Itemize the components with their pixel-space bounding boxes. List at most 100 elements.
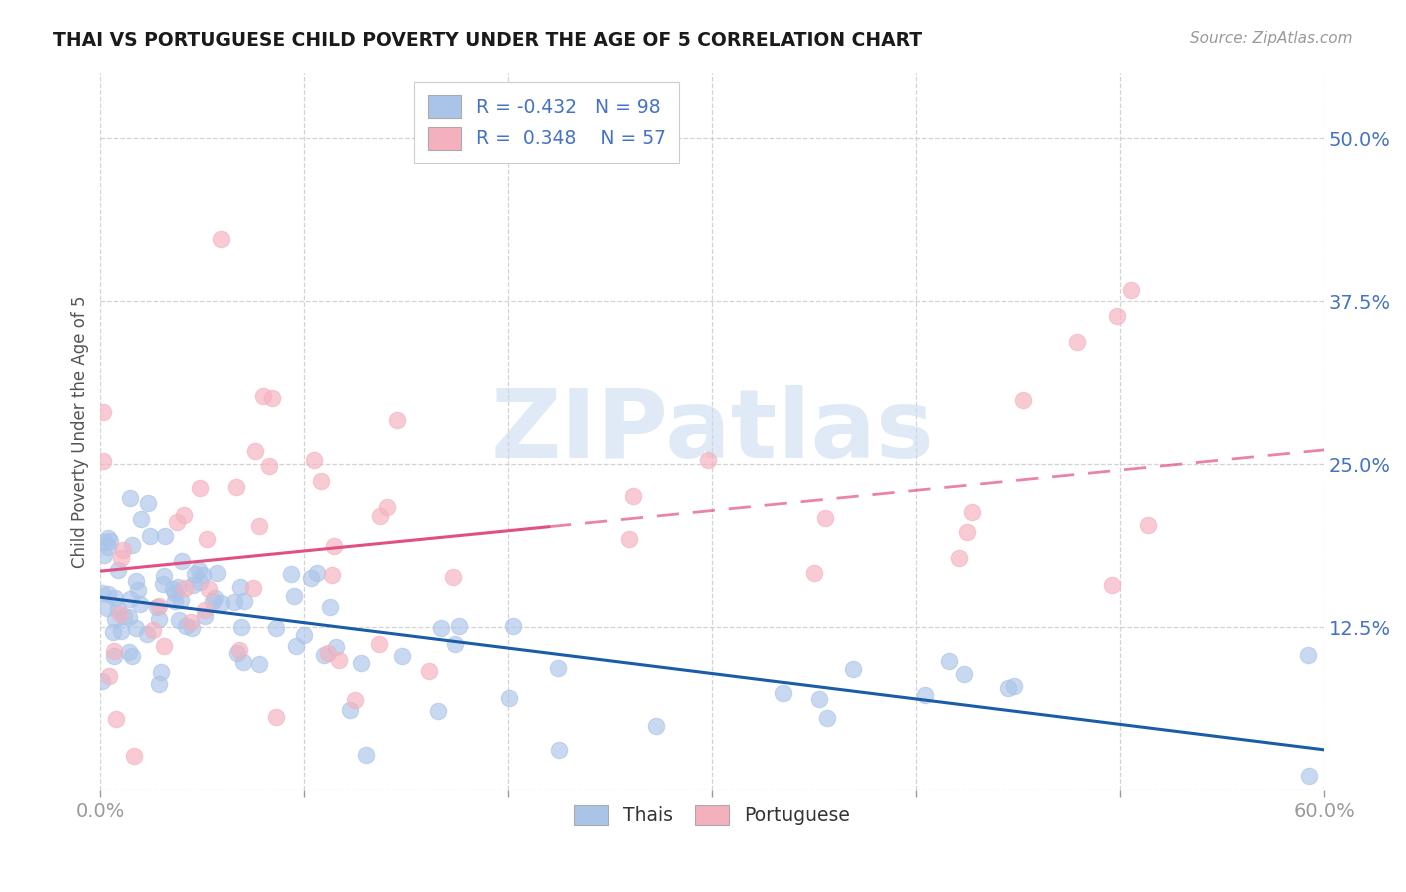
Point bbox=[418, 665, 440, 679]
Point bbox=[430, 621, 453, 635]
Point bbox=[136, 496, 159, 510]
Point bbox=[125, 574, 148, 589]
Point bbox=[202, 594, 225, 608]
Point bbox=[226, 646, 249, 660]
Point bbox=[1298, 769, 1320, 783]
Point bbox=[104, 612, 127, 626]
Point bbox=[121, 649, 143, 664]
Point bbox=[112, 609, 135, 624]
Point bbox=[124, 748, 146, 763]
Point bbox=[247, 518, 270, 533]
Point bbox=[166, 580, 188, 594]
Point bbox=[107, 563, 129, 577]
Point bbox=[117, 610, 139, 624]
Point bbox=[108, 607, 131, 621]
Point bbox=[222, 595, 245, 609]
Point bbox=[93, 534, 115, 549]
Text: ZIPatlas: ZIPatlas bbox=[491, 385, 934, 478]
Point bbox=[209, 232, 232, 246]
Point bbox=[997, 681, 1019, 695]
Point bbox=[190, 575, 212, 590]
Point bbox=[1066, 334, 1088, 349]
Point bbox=[172, 554, 194, 568]
Point bbox=[252, 388, 274, 402]
Point bbox=[153, 568, 176, 582]
Point bbox=[299, 571, 322, 585]
Point bbox=[191, 567, 214, 582]
Point bbox=[808, 692, 831, 706]
Point bbox=[354, 747, 377, 762]
Point bbox=[697, 452, 720, 467]
Point bbox=[194, 603, 217, 617]
Point bbox=[1012, 392, 1035, 407]
Point bbox=[447, 619, 470, 633]
Point bbox=[1107, 310, 1129, 324]
Point bbox=[96, 601, 118, 615]
Point bbox=[195, 533, 218, 547]
Legend: Thais, Portuguese: Thais, Portuguese bbox=[565, 796, 859, 835]
Point bbox=[325, 640, 347, 654]
Point bbox=[292, 628, 315, 642]
Point bbox=[129, 512, 152, 526]
Point bbox=[914, 688, 936, 702]
Point bbox=[121, 538, 143, 552]
Point bbox=[284, 639, 307, 653]
Point bbox=[118, 491, 141, 505]
Point bbox=[319, 599, 342, 614]
Point bbox=[128, 597, 150, 611]
Point bbox=[228, 642, 250, 657]
Point bbox=[204, 591, 226, 606]
Point bbox=[427, 704, 450, 718]
Point bbox=[148, 599, 170, 614]
Point bbox=[127, 582, 149, 597]
Point bbox=[112, 543, 135, 558]
Point bbox=[167, 613, 190, 627]
Point bbox=[229, 620, 252, 634]
Point bbox=[502, 619, 524, 633]
Point bbox=[149, 665, 172, 680]
Point bbox=[103, 648, 125, 663]
Point bbox=[280, 566, 302, 581]
Point bbox=[103, 644, 125, 658]
Point bbox=[841, 662, 863, 676]
Point bbox=[205, 566, 228, 581]
Point bbox=[148, 612, 170, 626]
Point bbox=[948, 550, 970, 565]
Point bbox=[209, 596, 232, 610]
Point bbox=[1002, 679, 1025, 693]
Point bbox=[233, 593, 256, 607]
Point bbox=[370, 509, 392, 524]
Point bbox=[120, 591, 142, 606]
Point bbox=[97, 587, 120, 601]
Point bbox=[91, 405, 114, 419]
Point bbox=[952, 666, 974, 681]
Point bbox=[328, 653, 350, 667]
Point bbox=[243, 444, 266, 458]
Point bbox=[165, 593, 187, 607]
Point bbox=[260, 392, 283, 406]
Point bbox=[198, 582, 221, 596]
Point bbox=[98, 669, 121, 683]
Text: THAI VS PORTUGUESE CHILD POVERTY UNDER THE AGE OF 5 CORRELATION CHART: THAI VS PORTUGUESE CHILD POVERTY UNDER T… bbox=[53, 31, 922, 50]
Point bbox=[385, 413, 408, 427]
Point bbox=[110, 624, 132, 639]
Point bbox=[312, 648, 335, 662]
Text: Source: ZipAtlas.com: Source: ZipAtlas.com bbox=[1189, 31, 1353, 46]
Point bbox=[153, 529, 176, 543]
Point bbox=[141, 623, 163, 637]
Point bbox=[960, 505, 983, 519]
Point bbox=[152, 639, 174, 653]
Point bbox=[180, 615, 202, 629]
Point bbox=[183, 567, 205, 582]
Point bbox=[173, 581, 195, 595]
Point bbox=[264, 710, 287, 724]
Point bbox=[302, 453, 325, 467]
Point bbox=[772, 686, 794, 700]
Point bbox=[311, 474, 333, 488]
Point bbox=[443, 637, 465, 651]
Point bbox=[162, 582, 184, 596]
Point bbox=[441, 570, 464, 584]
Point bbox=[97, 531, 120, 545]
Point bbox=[321, 568, 343, 582]
Point bbox=[98, 533, 121, 548]
